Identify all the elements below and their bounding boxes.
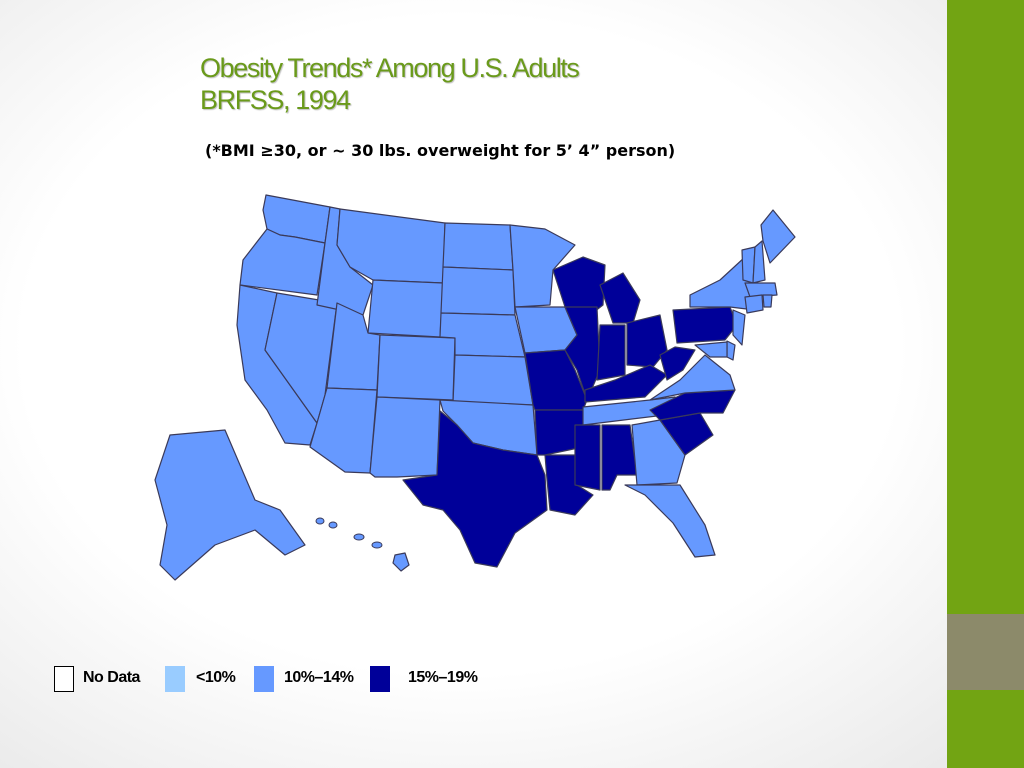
legend-label-15-19: 15%–19% (408, 669, 478, 686)
state-wv (659, 346, 696, 381)
title-line-2: BRFSS, 1994 (200, 85, 351, 115)
state-al (601, 424, 638, 491)
state-ga (631, 419, 686, 486)
state-ct (744, 294, 764, 314)
us-state-obesity-map (154, 194, 796, 581)
island-3 (371, 541, 383, 549)
legend-swatch-lt10 (165, 666, 185, 692)
island-0 (315, 517, 325, 525)
state-oh (626, 314, 668, 368)
accent-bar-green-bottom (947, 690, 1024, 768)
state-ms (574, 424, 601, 491)
state-or (239, 228, 326, 296)
state-tx (402, 410, 548, 568)
legend-label-lt10: <10% (196, 669, 236, 686)
state-ks (452, 354, 534, 406)
legend-swatch-15-19 (370, 666, 390, 692)
legend-swatch-no-data (54, 666, 74, 692)
state-shapes (154, 194, 796, 581)
state-va (649, 354, 736, 401)
state-nj (732, 309, 746, 346)
slide-title: Obesity Trends* Among U.S. Adults BRFSS,… (200, 52, 580, 116)
state-mi (599, 272, 641, 324)
state-nd (442, 222, 514, 271)
state-fl (624, 484, 716, 558)
state-md (694, 341, 728, 358)
legend-label-10-14: 10%–14% (284, 669, 354, 686)
island-2 (353, 533, 365, 541)
state-ri (762, 294, 773, 308)
state-hi (392, 552, 410, 572)
state-nh (752, 240, 766, 284)
state-me (760, 209, 796, 264)
state-ar (534, 409, 586, 456)
title-line-1: Obesity Trends* Among U.S. Adults (200, 53, 580, 83)
legend-label-no-data: No Data (83, 669, 140, 686)
state-sd (440, 266, 516, 316)
accent-bar-green-top (947, 0, 1024, 614)
state-pa (672, 306, 738, 344)
slide-subtitle: (*BMI ≥30, or ~ 30 lbs. overweight for 5… (205, 141, 676, 160)
island-1 (328, 521, 338, 529)
state-il (564, 306, 601, 401)
legend-swatch-10-14 (254, 666, 274, 692)
state-ak (154, 429, 306, 581)
state-de (726, 340, 736, 361)
state-wy (367, 279, 444, 338)
state-co (376, 334, 456, 401)
state-ma (744, 282, 778, 298)
accent-bar-gray (947, 614, 1024, 690)
state-nm (369, 396, 441, 478)
state-mn (509, 224, 576, 308)
state-in (596, 324, 626, 381)
